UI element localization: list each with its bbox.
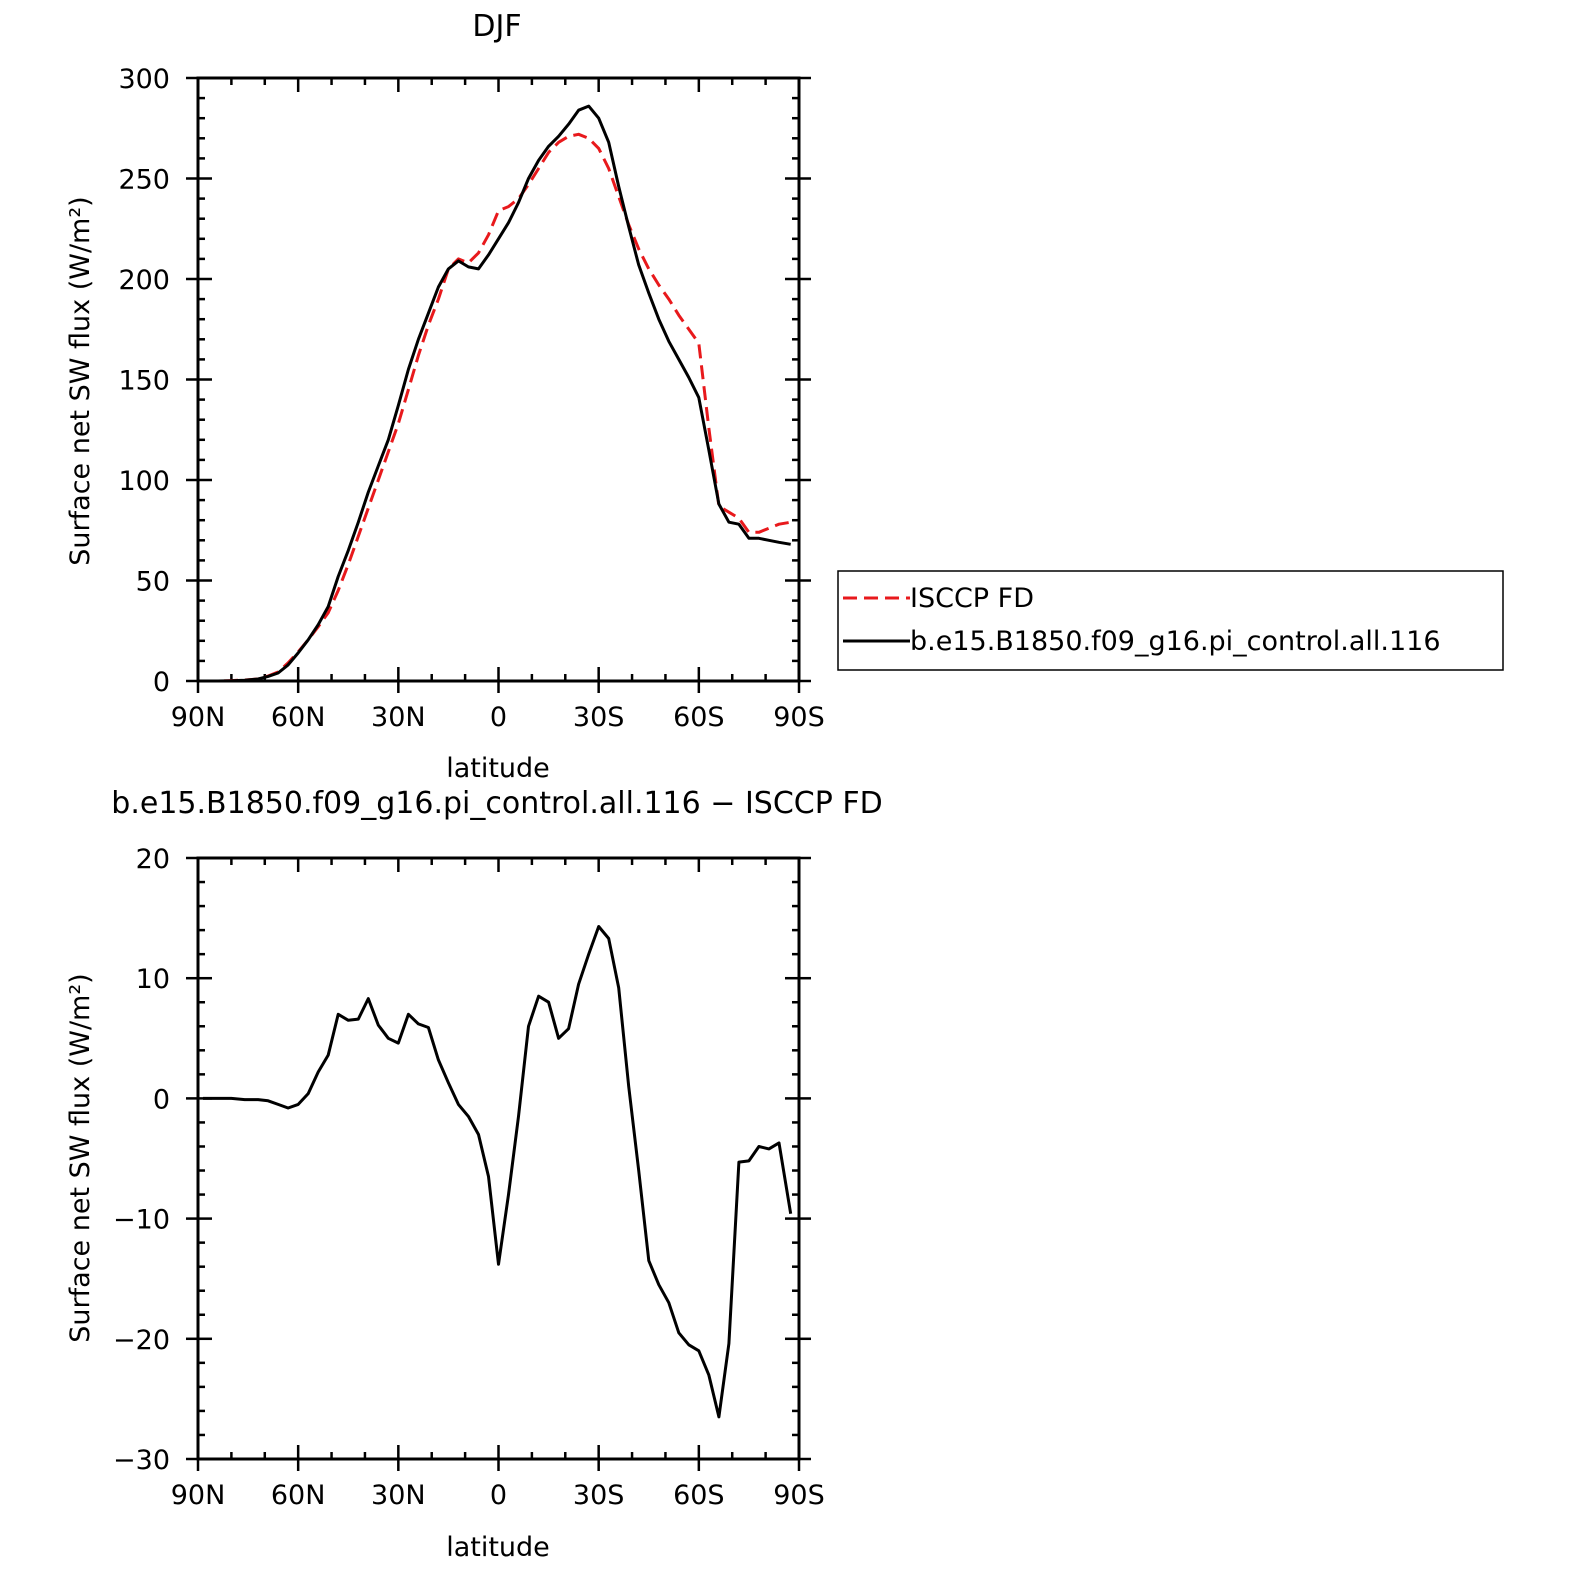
legend-label-model: b.e15.B1850.f09_g16.pi_control.all.116 (910, 626, 1441, 657)
top-chart-tick-labels: 90N 60N 30N 0 30S 60S 90S 0 50 100 150 200 250 300 (118, 64, 824, 733)
top-chart-series-line-1 (203, 104, 791, 683)
bottom-chart-tick-labels: 90N 60N 30N 0 30S 60S 90S −30 −20 −10 0 10 20 (113, 844, 825, 1511)
bottom-chart-xtick-label: 30S (573, 1480, 625, 1511)
bottom-chart-xtick-label: 90S (773, 1480, 825, 1511)
top-chart-xtick-label: 90N (171, 702, 226, 733)
bottom-chart-ticks (186, 856, 811, 1471)
bottom-chart-series (203, 925, 793, 1419)
top-chart-ylabel: Surface net SW flux (W/m²) (65, 196, 96, 565)
top-chart-ytick-label: 100 (118, 466, 170, 497)
legend: ISCCP FD b.e15.B1850.f09_g16.pi_control.… (837, 570, 1504, 671)
bottom-chart-ytick-label: 0 (153, 1084, 170, 1115)
bottom-chart-xtick-label: 0 (490, 1480, 507, 1511)
bottom-chart-ytick-label: −10 (113, 1205, 170, 1236)
bottom-chart-xtick-label: 60S (673, 1480, 725, 1511)
top-chart-ytick-label: 250 (118, 165, 170, 196)
top-chart: DJF 90N 60N 30N 0 30S 60S 90S 0 50 100 150 200 250 30… (65, 9, 825, 784)
top-chart-xtick-label: 30S (573, 702, 625, 733)
top-chart-ytick-label: 0 (153, 667, 170, 698)
top-chart-xtick-label: 60N (271, 702, 326, 733)
legend-box (837, 570, 1504, 671)
top-chart-xtick-label: 90S (773, 702, 825, 733)
bottom-chart-xtick-label: 90N (171, 1480, 226, 1511)
top-chart-xtick-label: 0 (490, 702, 507, 733)
bottom-chart-ytick-label: 10 (136, 964, 170, 995)
top-chart-series (203, 104, 791, 683)
top-chart-xtick-label: 60S (673, 702, 725, 733)
bottom-chart-ylabel: Surface net SW flux (W/m²) (65, 973, 96, 1342)
top-chart-title: DJF (472, 9, 521, 44)
top-chart-ytick-label: 150 (118, 366, 170, 397)
bottom-chart-xtick-label: 30N (371, 1480, 426, 1511)
bottom-chart-title: b.e15.B1850.f09_g16.pi_control.all.116 −… (111, 786, 882, 821)
bottom-chart-ytick-label: −30 (113, 1445, 170, 1476)
legend-label-isccp: ISCCP FD (910, 583, 1034, 614)
bottom-chart-ytick-label: −20 (113, 1325, 170, 1356)
top-chart-series-line-0 (203, 132, 791, 683)
bottom-chart: b.e15.B1850.f09_g16.pi_control.all.116 −… (65, 786, 883, 1563)
bottom-chart-series-line-0 (203, 925, 793, 1419)
bottom-chart-xtick-label: 60N (271, 1480, 326, 1511)
top-chart-ytick-label: 50 (136, 567, 170, 598)
top-chart-ytick-label: 200 (118, 265, 170, 296)
top-chart-ticks (186, 76, 811, 693)
top-chart-xlabel: latitude (446, 753, 550, 784)
top-chart-ytick-label: 300 (118, 64, 170, 95)
top-chart-xtick-label: 30N (371, 702, 426, 733)
bottom-chart-ytick-label: 20 (136, 844, 170, 875)
top-chart-frame (196, 76, 801, 683)
bottom-chart-xlabel: latitude (446, 1532, 550, 1563)
bottom-chart-frame (196, 856, 801, 1461)
